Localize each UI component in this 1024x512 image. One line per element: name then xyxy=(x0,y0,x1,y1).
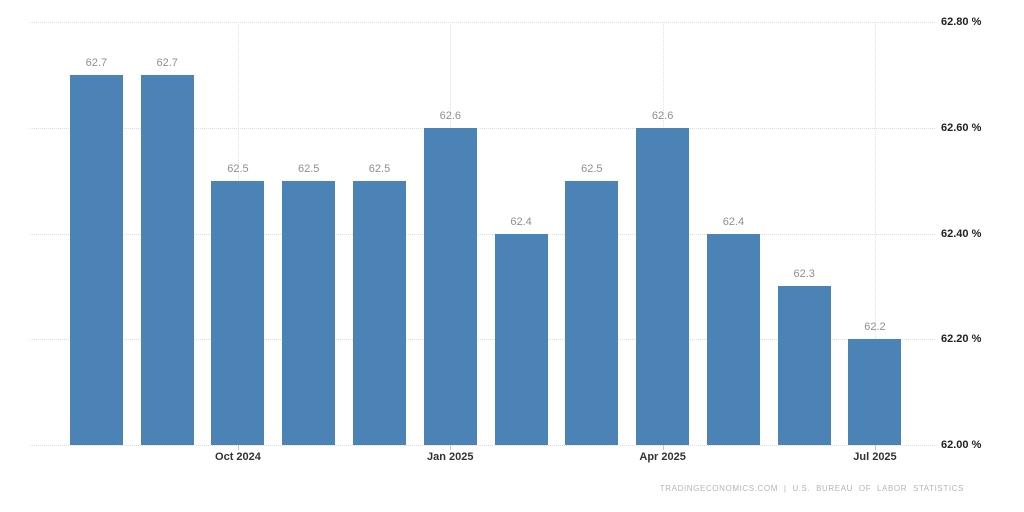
bar[interactable] xyxy=(211,180,265,445)
horizontal-gridline xyxy=(30,22,935,23)
bar-value-label: 62.5 xyxy=(227,162,249,175)
vertical-gridline xyxy=(874,22,876,445)
bar[interactable] xyxy=(423,127,477,445)
bar-value-label: 62.6 xyxy=(651,109,674,122)
y-axis-tick-label: 62.20 % xyxy=(941,333,982,346)
x-axis-tick-mark xyxy=(662,445,664,450)
bar[interactable] xyxy=(848,339,902,445)
bar-value-label: 62.4 xyxy=(510,215,532,228)
bar[interactable] xyxy=(706,233,760,445)
x-axis-tick-label: Jul 2025 xyxy=(853,451,897,463)
bar[interactable] xyxy=(282,180,336,445)
bar-value-label: 62.7 xyxy=(156,56,178,69)
horizontal-gridline xyxy=(30,233,935,235)
x-axis-tick-mark xyxy=(450,445,452,450)
x-axis-tick-mark xyxy=(237,445,239,450)
bar-value-label: 62.3 xyxy=(793,268,815,281)
x-axis-tick-label: Apr 2025 xyxy=(639,451,686,463)
y-axis-tick-label: 62.60 % xyxy=(941,121,982,134)
x-axis-tick-label: Jan 2025 xyxy=(427,451,474,463)
bar-value-label: 62.7 xyxy=(85,56,108,69)
x-axis-tick-label: Oct 2024 xyxy=(215,451,261,463)
bar-value-label: 62.6 xyxy=(439,109,461,122)
bar-value-label: 62.5 xyxy=(581,162,603,175)
x-axis-tick-mark xyxy=(874,445,876,450)
y-axis-tick-label: 62.00 % xyxy=(941,439,982,451)
bar[interactable] xyxy=(353,180,407,445)
bar-value-label: 62.2 xyxy=(864,321,886,334)
horizontal-gridline xyxy=(30,127,935,129)
bar[interactable] xyxy=(140,74,194,445)
bar[interactable] xyxy=(494,233,548,445)
horizontal-gridline xyxy=(30,445,935,446)
chart-attribution: TRADINGECONOMICS.COM | U.S. BUREAU OF LA… xyxy=(659,484,964,493)
horizontal-gridline xyxy=(30,339,935,341)
bar[interactable] xyxy=(636,127,690,445)
bar[interactable] xyxy=(565,180,619,445)
bar-value-label: 62.5 xyxy=(298,162,320,175)
bar[interactable] xyxy=(777,286,831,445)
bar[interactable] xyxy=(69,74,123,445)
y-axis-tick-label: 62.40 % xyxy=(941,227,982,240)
bar-value-label: 62.4 xyxy=(722,215,745,228)
y-axis-tick-label: 62.80 % xyxy=(941,16,982,28)
bar-value-label: 62.5 xyxy=(368,162,391,175)
